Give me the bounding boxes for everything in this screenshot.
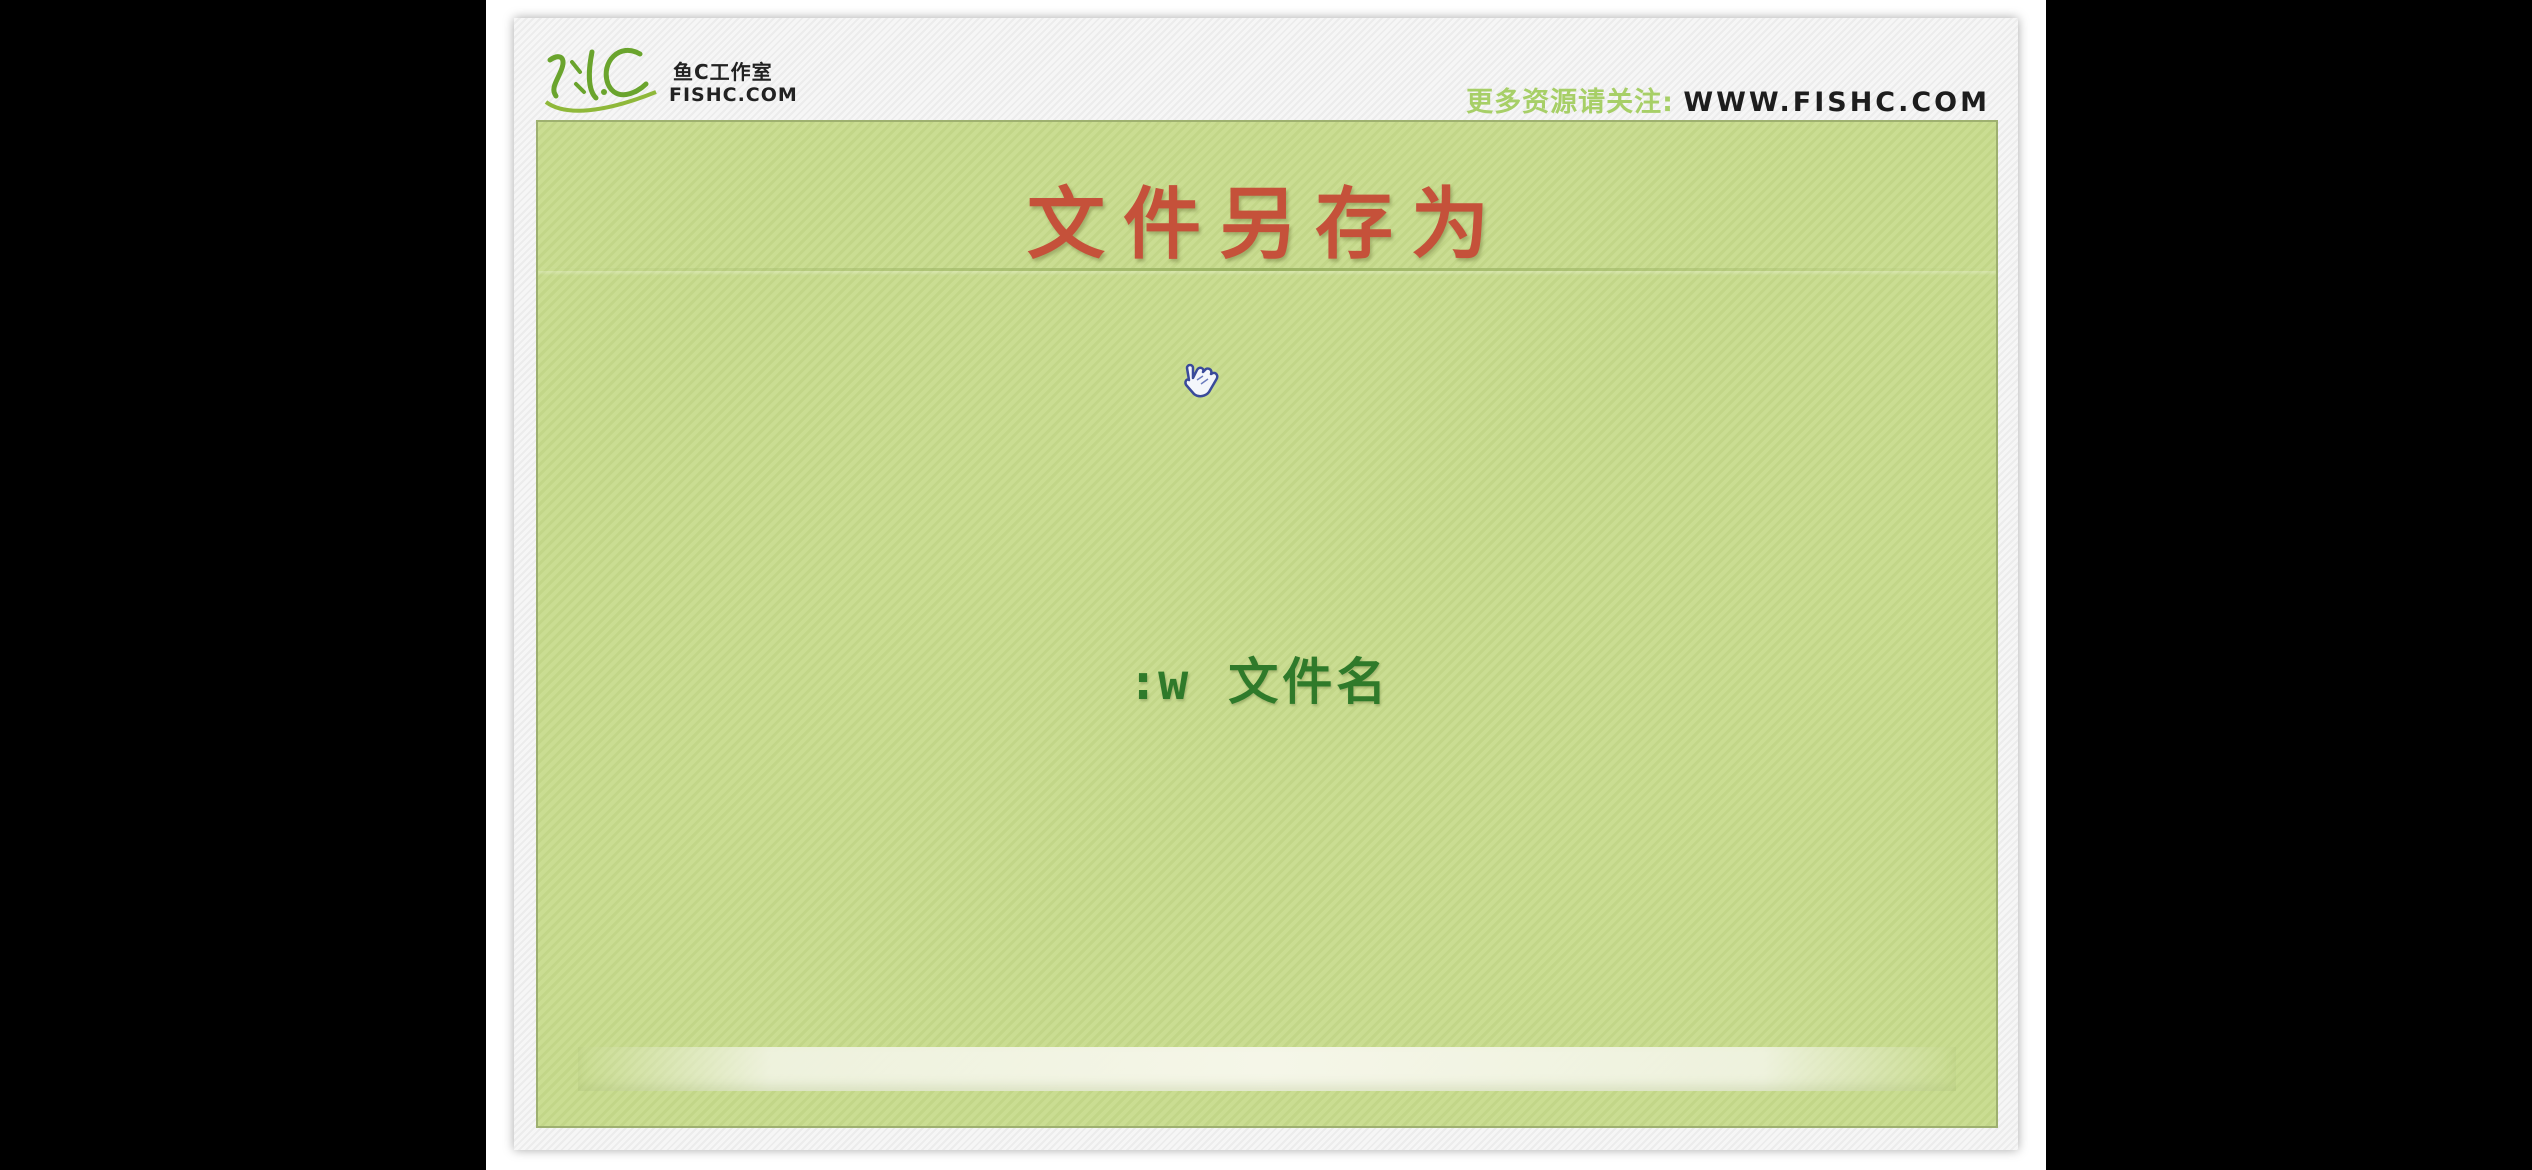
slide-card: 鱼C工作室 FISHC.COM 更多资源请关注: WWW.FISHC.COM 文… bbox=[514, 18, 2018, 1150]
bottom-decorative-bar bbox=[578, 1047, 1956, 1091]
hand-pointer-icon bbox=[1179, 358, 1223, 402]
command-example: :w 文件名 bbox=[1128, 642, 1390, 714]
fishc-logo: 鱼C工作室 FISHC.COM bbox=[536, 32, 836, 122]
title-divider bbox=[538, 268, 1996, 271]
fishc-logo-script-icon bbox=[544, 47, 657, 113]
slide-panel: 文件另存为 :w 文件名 bbox=[536, 120, 1998, 1128]
video-frame: 鱼C工作室 FISHC.COM 更多资源请关注: WWW.FISHC.COM 文… bbox=[486, 0, 2046, 1170]
promo-url: WWW.FISHC.COM bbox=[1683, 87, 1990, 118]
slide-title: 文件另存为 bbox=[1026, 179, 1507, 270]
command-keyword: :w bbox=[1128, 653, 1189, 711]
logo-site-name: FISHC.COM bbox=[669, 84, 798, 106]
promo-label: 更多资源请关注: bbox=[1466, 87, 1674, 118]
header-promo: 更多资源请关注: WWW.FISHC.COM bbox=[1466, 80, 1990, 119]
command-argument: 文件名 bbox=[1228, 653, 1391, 711]
logo-chinese-name: 鱼C工作室 bbox=[673, 60, 773, 84]
